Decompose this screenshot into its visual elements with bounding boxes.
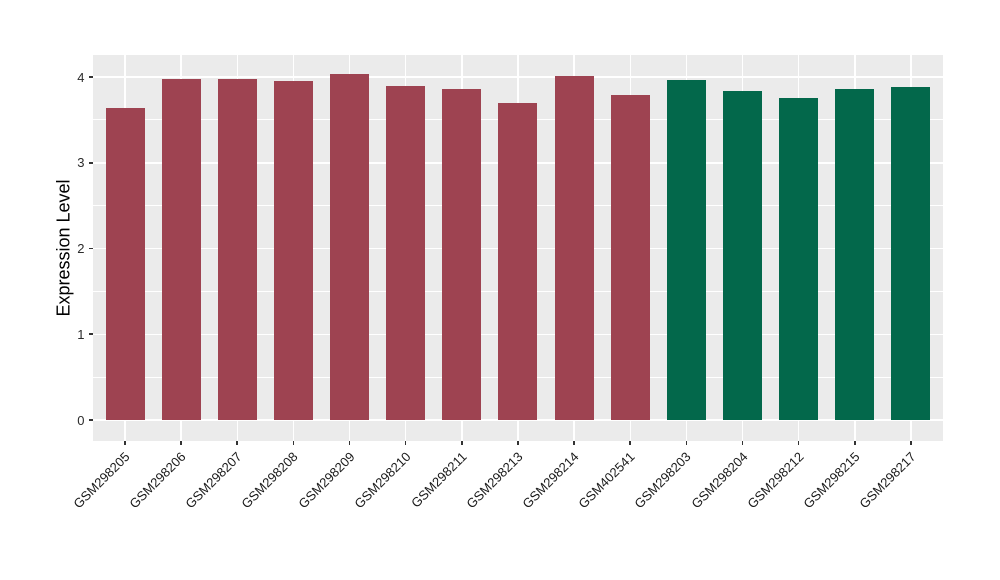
y-tick-mark xyxy=(88,247,93,250)
bar xyxy=(891,87,931,420)
y-tick-label: 3 xyxy=(77,155,85,171)
x-tick-mark xyxy=(797,441,800,445)
x-tick-mark xyxy=(573,441,575,445)
bar xyxy=(835,89,875,420)
x-tick-label-text: GSM402541 xyxy=(575,449,638,512)
y-tick-mark xyxy=(88,161,93,164)
y-tick-label: 4 xyxy=(77,69,85,85)
x-tick-label-text: GSM298212 xyxy=(744,449,807,512)
bar xyxy=(666,79,706,420)
x-tick-label-text: GSM298203 xyxy=(631,449,694,512)
x-tick-mark xyxy=(124,441,126,445)
x-tick-label-text: GSM298214 xyxy=(519,449,582,512)
bar xyxy=(498,102,538,420)
y-tick-label: 0 xyxy=(77,412,85,428)
bar xyxy=(610,95,650,420)
y-tick-mark xyxy=(88,333,93,336)
y-tick-mark xyxy=(88,76,93,78)
x-tick-label-text: GSM298213 xyxy=(463,449,526,512)
x-tick-mark xyxy=(910,441,912,445)
bar xyxy=(779,98,819,420)
x-tick-label-text: GSM298209 xyxy=(294,449,358,512)
x-tick-label-text: GSM298217 xyxy=(856,449,919,512)
bar xyxy=(386,85,426,420)
x-tick-mark xyxy=(348,441,351,445)
bar xyxy=(330,73,370,420)
bar xyxy=(217,78,257,420)
x-tick-mark xyxy=(517,441,519,445)
x-tick-label-text: GSM298206 xyxy=(126,449,189,512)
y-tick-mark xyxy=(88,419,93,421)
x-tick-label-text: GSM298211 xyxy=(407,449,470,511)
bar xyxy=(161,78,201,420)
x-tick-mark xyxy=(685,441,688,445)
x-tick-label-text: GSM298210 xyxy=(351,449,414,512)
y-tick-label: 2 xyxy=(77,241,85,256)
x-tick-label-text: GSM298207 xyxy=(182,449,245,512)
x-tick-label-text: GSM298208 xyxy=(238,449,302,512)
y-tick-label: 1 xyxy=(77,326,85,342)
bar xyxy=(273,81,313,420)
x-tick-mark xyxy=(461,441,463,445)
x-tick-mark xyxy=(292,441,295,445)
x-tick-label-text: GSM298204 xyxy=(687,449,751,512)
x-tick-mark xyxy=(629,441,632,445)
bar xyxy=(554,76,594,420)
bar xyxy=(442,89,482,420)
x-tick-mark xyxy=(404,441,407,445)
x-tick-label-text: GSM298215 xyxy=(800,449,863,512)
plot-panel xyxy=(93,55,943,441)
x-tick-mark xyxy=(236,441,239,445)
bar xyxy=(723,90,763,420)
x-tick-mark xyxy=(854,441,856,445)
bar xyxy=(105,107,145,420)
x-tick-mark xyxy=(741,441,744,445)
x-tick-mark xyxy=(180,441,182,445)
x-tick-label-text: GSM298205 xyxy=(70,449,133,512)
